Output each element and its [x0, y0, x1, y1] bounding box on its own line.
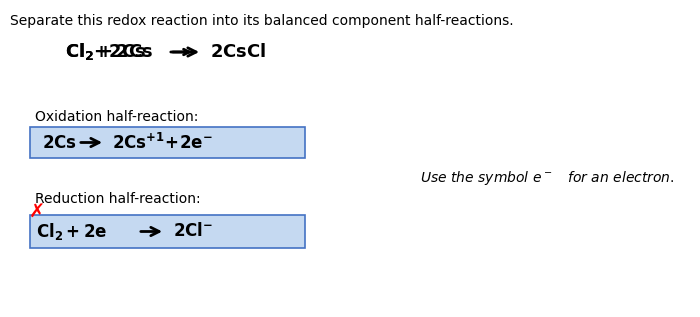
Text: Separate this redox reaction into its balanced component half-reactions.: Separate this redox reaction into its ba…	[10, 14, 514, 28]
Text: Oxidation half-reaction:: Oxidation half-reaction:	[35, 110, 198, 124]
FancyBboxPatch shape	[30, 215, 305, 248]
Text: $\mathbf{Cl_2 + 2Cs}$: $\mathbf{Cl_2 + 2Cs}$	[65, 42, 153, 62]
Text: $\mathbf{Cl_2}$$\mathbf{+ 2Cs}$: $\mathbf{Cl_2}$$\mathbf{+ 2Cs}$	[65, 42, 146, 62]
FancyBboxPatch shape	[30, 127, 305, 158]
Text: $\mathbf{2Cs^{+1}\!+\!2e^{-}}$: $\mathbf{2Cs^{+1}\!+\!2e^{-}}$	[112, 133, 213, 152]
Text: $\mathbf{2CsCl}$: $\mathbf{2CsCl}$	[210, 43, 266, 61]
Text: Reduction half-reaction:: Reduction half-reaction:	[35, 192, 201, 206]
Text: $\it{Use\ the\ symbol\ }e^-\it{\ \ \ for\ an\ electron.}$: $\it{Use\ the\ symbol\ }e^-\it{\ \ \ for…	[420, 169, 675, 187]
Text: $\mathbf{2Cs}$: $\mathbf{2Cs}$	[42, 133, 77, 152]
Text: $\mathbf{2Cl^{-}}$: $\mathbf{2Cl^{-}}$	[173, 223, 214, 241]
Text: ✗: ✗	[29, 203, 46, 222]
Text: $\mathbf{Cl_2 + 2e}$: $\mathbf{Cl_2 + 2e}$	[36, 221, 107, 242]
